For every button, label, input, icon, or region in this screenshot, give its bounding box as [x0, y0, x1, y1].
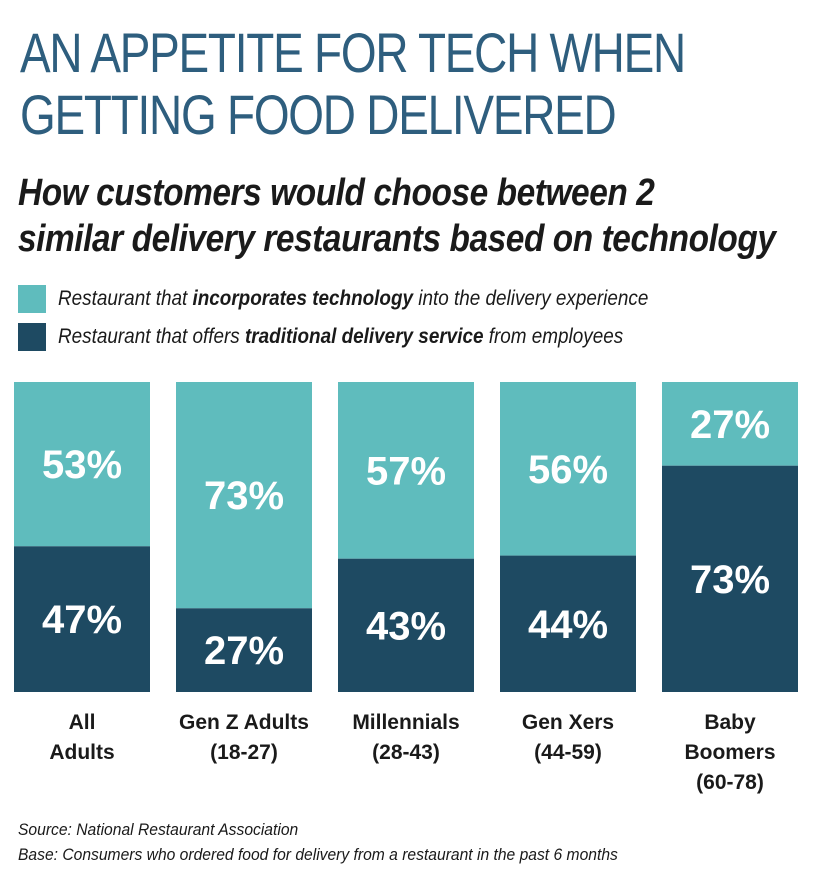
legend-swatch-traditional	[18, 323, 46, 351]
base-note: Base: Consumers who ordered food for del…	[18, 845, 618, 864]
category-label-1-line-1: (18-27)	[210, 741, 278, 764]
bar-tech-1	[176, 382, 312, 609]
bar-tech-2	[338, 382, 474, 559]
category-label-3-line-1: (44-59)	[534, 741, 602, 764]
bar-traditional-3	[500, 555, 636, 692]
legend-item-traditional: Restaurant that offers traditional deliv…	[18, 322, 714, 352]
data-label-traditional-2: 43%	[366, 604, 446, 648]
category-label-0-line-0: All	[69, 711, 96, 734]
data-label-traditional-3: 44%	[528, 603, 608, 647]
chart-title-line-2: GETTING FOOD DELIVERED	[20, 83, 617, 146]
bar-tech-3	[500, 382, 636, 556]
data-label-tech-2: 57%	[366, 449, 446, 493]
chart-subtitle-line-2: similar delivery restaurants based on te…	[18, 218, 776, 260]
legend-label-traditional: Restaurant that offers traditional deliv…	[58, 325, 623, 349]
source-note: Source: National Restaurant Association	[18, 820, 299, 839]
legend-traditional-bold: traditional delivery service	[245, 325, 484, 348]
chart-subtitle: How customers would choose between 2 sim…	[18, 170, 776, 262]
bar-traditional-0	[14, 546, 150, 692]
data-label-tech-3: 56%	[528, 448, 608, 492]
legend-tech-bold: incorporates technology	[192, 287, 414, 310]
data-label-traditional-1: 27%	[204, 629, 284, 673]
bar-traditional-1	[176, 608, 312, 692]
legend-tech-pre: Restaurant that	[58, 287, 193, 310]
chart-subtitle-line-1: How customers would choose between 2	[18, 172, 655, 214]
bar-traditional-2	[338, 558, 474, 692]
category-label-2-line-1: (28-43)	[372, 741, 440, 764]
data-label-tech-1: 73%	[204, 474, 284, 518]
bar-traditional-4	[662, 465, 798, 692]
chart-legend: Restaurant that incorporates technology …	[18, 284, 714, 360]
data-label-traditional-0: 47%	[42, 598, 122, 642]
category-label-2-line-0: Millennials	[352, 711, 459, 734]
category-label-0-line-1: Adults	[49, 741, 114, 764]
category-label-1-line-0: Gen Z Adults	[179, 711, 309, 734]
data-label-traditional-4: 73%	[690, 558, 770, 602]
data-label-tech-0: 53%	[42, 443, 122, 487]
legend-item-tech: Restaurant that incorporates technology …	[18, 284, 714, 314]
chart-footer: Source: National Restaurant Association …	[18, 817, 618, 867]
category-label-4-line-1: Boomers	[684, 741, 775, 764]
legend-tech-post: into the delivery experience	[413, 287, 649, 310]
category-label-4-line-2: (60-78)	[696, 771, 764, 794]
legend-traditional-pre: Restaurant that offers	[58, 325, 246, 348]
category-label-3-line-0: Gen Xers	[522, 711, 614, 734]
chart-title-line-1: AN APPETITE FOR TECH WHEN	[20, 21, 686, 84]
category-label-4-line-0: Baby	[704, 711, 756, 734]
chart-title: AN APPETITE FOR TECH WHEN GETTING FOOD D…	[20, 21, 686, 146]
legend-label-tech: Restaurant that incorporates technology …	[58, 287, 648, 311]
legend-swatch-tech	[18, 285, 46, 313]
bar-tech-4	[662, 382, 798, 466]
bar-tech-0	[14, 382, 150, 547]
data-label-tech-4: 27%	[690, 403, 770, 447]
legend-traditional-post: from employees	[483, 325, 624, 348]
